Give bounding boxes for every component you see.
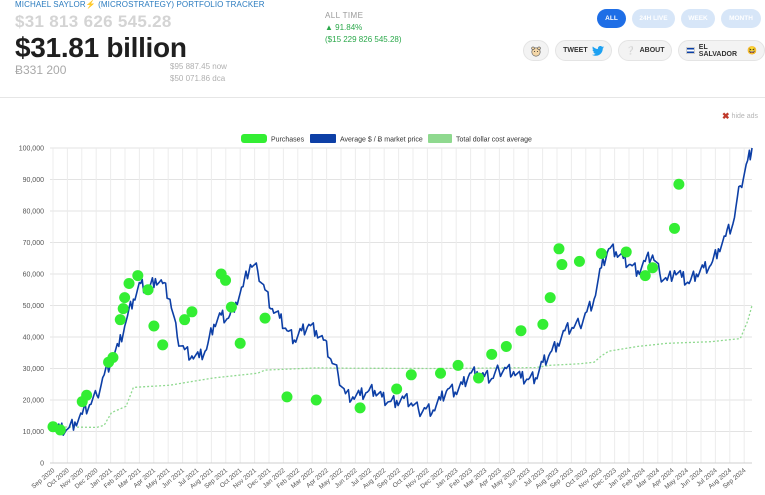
y-tick-label: 60,000	[23, 272, 45, 279]
tracker-title[interactable]: MICHAEL SAYLOR⚡ (MICROSTRATEGY) PORTFOLI…	[15, 0, 265, 9]
purchase-point	[117, 303, 129, 315]
y-tick-label: 0	[40, 461, 44, 468]
purchase-point	[259, 312, 271, 324]
el-salvador-button[interactable]: EL SALVADOR 😆	[678, 40, 765, 61]
btc-price-now: $95 887.45 now	[170, 62, 227, 71]
tab-all[interactable]: ALL	[597, 9, 626, 28]
legend-dca-label: Total dollar cost average	[456, 137, 532, 144]
purchase-point	[405, 369, 417, 381]
purchase-point	[473, 372, 485, 384]
purchase-point	[310, 394, 322, 406]
laughing-emoji-icon: 😆	[747, 46, 757, 55]
purchase-point	[54, 424, 66, 436]
legend-market-price-swatch	[310, 134, 336, 143]
portfolio-chart: 0 10,000 20,000 30,000 40,000 50,000 60,000 70,…	[19, 134, 753, 491]
purchase-point	[544, 292, 556, 304]
purchase-point	[148, 320, 160, 332]
hamster-button[interactable]	[523, 40, 550, 61]
tab-month[interactable]: MONTH	[721, 9, 761, 28]
purchase-point	[435, 367, 447, 379]
purchase-point	[132, 270, 144, 282]
total-value: $31.81 billion	[15, 32, 187, 63]
hide-ads-link[interactable]: ✖ hide ads	[722, 111, 758, 122]
alltime-profit: ($15 229 826 545.28)	[325, 35, 402, 44]
y-tick-label: 40,000	[23, 335, 45, 342]
legend-purchases-label: Purchases	[271, 137, 305, 144]
purchase-point	[537, 318, 549, 330]
btc-holdings: Ƀ331 200	[15, 63, 67, 77]
purchase-point	[234, 337, 246, 349]
market-price-line	[52, 147, 753, 437]
tab-week[interactable]: WEEK	[681, 9, 715, 28]
hide-ads-label: hide ads	[731, 113, 759, 120]
purchase-point	[114, 314, 126, 326]
header: MICHAEL SAYLOR⚡ (MICROSTRATEGY) PORTFOLI…	[0, 0, 765, 98]
purchase-point	[354, 402, 366, 414]
legend-dca-swatch	[428, 134, 452, 143]
range-tabs: ALL 24H LIVE WEEK MONTH	[597, 9, 761, 28]
btc-price-dca: $50 071.86 dca	[170, 74, 226, 83]
purchase-point	[573, 255, 585, 267]
el-salvador-flag-icon	[686, 47, 695, 54]
y-tick-label: 10,000	[23, 429, 45, 436]
y-tick-label: 20,000	[23, 398, 45, 405]
purchase-point	[647, 262, 659, 274]
about-label: ABOUT	[639, 47, 665, 54]
country-label: EL SALVADOR	[698, 43, 738, 58]
purchase-point	[186, 306, 198, 318]
purchase-point	[391, 383, 403, 395]
close-icon: ✖	[722, 111, 730, 121]
y-tick-label: 100,000	[19, 146, 44, 153]
purchase-point	[500, 340, 512, 352]
purchase-point	[452, 359, 464, 371]
alltime-label: ALL TIME	[325, 11, 364, 20]
purchase-point	[668, 222, 680, 234]
purchase-point	[119, 292, 131, 304]
purchase-point	[142, 284, 154, 296]
action-row: TWEET ❔ ABOUT EL SALVADOR 😆	[523, 40, 765, 61]
purchase-point	[81, 389, 93, 401]
purchase-point	[157, 339, 169, 351]
legend-market-price-label: Average $ / Ƀ market price	[340, 137, 423, 144]
purchase-point	[673, 178, 685, 190]
purchase-point	[486, 348, 498, 360]
purchase-point	[639, 270, 651, 282]
lightning-bolt-icon: ⚡	[85, 0, 96, 9]
y-tick-label: 90,000	[23, 177, 45, 184]
tweet-button[interactable]: TWEET	[555, 40, 612, 61]
alltime-percent: ▲ 91.84%	[325, 23, 363, 32]
tweet-label: TWEET	[563, 47, 588, 54]
y-tick-label: 30,000	[23, 366, 45, 373]
purchase-point	[595, 248, 607, 260]
info-icon: ❔	[625, 46, 636, 55]
total-value-exact: $31 813 626 545.28	[15, 12, 172, 31]
y-tick-label: 50,000	[23, 303, 45, 310]
twitter-icon	[591, 45, 604, 56]
title-suffix: (MICROSTRATEGY) PORTFOLIO TRACKER	[95, 0, 265, 9]
purchase-point	[281, 391, 293, 403]
tab-24h-live[interactable]: 24H LIVE	[632, 9, 675, 28]
y-tick-label: 80,000	[23, 209, 45, 216]
legend-purchases-swatch	[241, 134, 267, 143]
y-tick-label: 70,000	[23, 240, 45, 247]
purchase-point	[515, 325, 527, 337]
purchase-point	[225, 301, 237, 313]
purchase-point	[220, 274, 232, 286]
purchase-point	[553, 243, 565, 255]
hamster-icon	[531, 46, 541, 56]
purchase-point	[123, 277, 135, 289]
purchase-point	[107, 351, 119, 363]
purchase-point	[620, 246, 632, 258]
purchase-point	[179, 314, 191, 326]
title-prefix: MICHAEL SAYLOR	[15, 0, 86, 9]
purchase-point	[556, 259, 568, 271]
about-button[interactable]: ❔ ABOUT	[617, 40, 673, 61]
